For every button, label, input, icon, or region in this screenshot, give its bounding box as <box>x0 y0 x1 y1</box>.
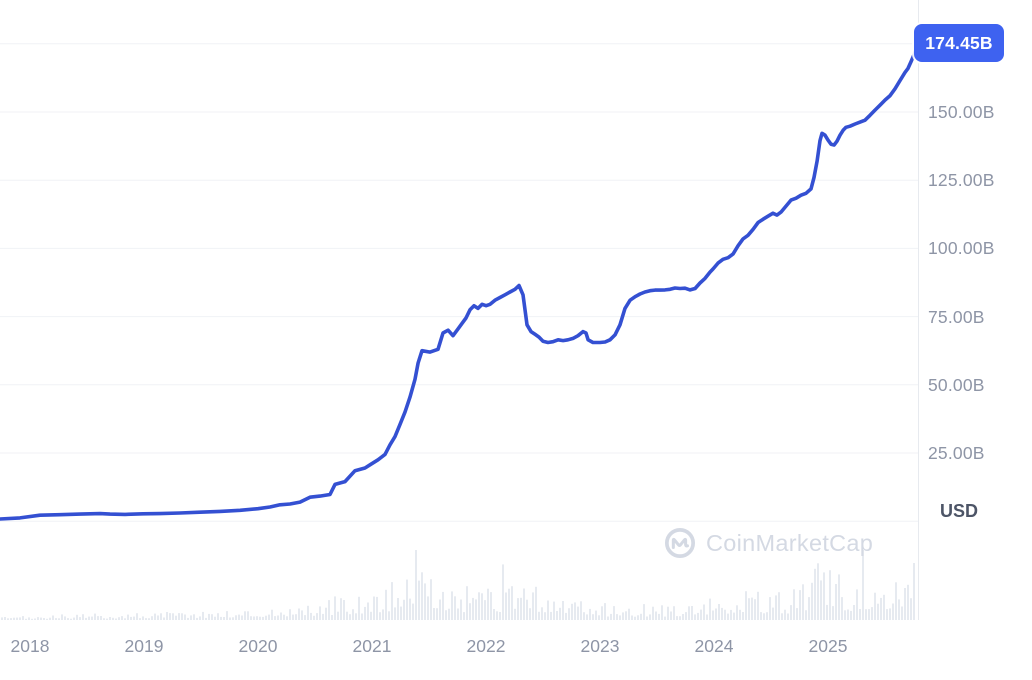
volume-bars <box>1 550 915 620</box>
chart-plot-area[interactable] <box>0 0 918 620</box>
x-tick-2025: 2025 <box>808 636 848 656</box>
x-tick-2019: 2019 <box>124 636 164 656</box>
y-tick-125b: 125.00B <box>928 170 995 190</box>
y-tick-25b: 25.00B <box>928 443 985 463</box>
x-tick-2021: 2021 <box>352 636 392 656</box>
y-tick-75b: 75.00B <box>928 307 985 327</box>
y-tick-50b: 50.00B <box>928 375 985 395</box>
current-value-badge: 174.45B <box>914 24 1004 62</box>
x-tick-2020: 2020 <box>238 636 278 656</box>
y-tick-100b: 100.00B <box>928 238 995 258</box>
y-axis-unit-label: USD <box>940 501 979 521</box>
x-tick-2024: 2024 <box>694 636 734 656</box>
x-tick-2023: 2023 <box>580 636 620 656</box>
market-cap-line <box>0 43 920 521</box>
gridlines <box>0 43 918 522</box>
y-tick-150b: 150.00B <box>928 102 995 122</box>
x-tick-2022: 2022 <box>466 636 506 656</box>
x-tick-2018: 2018 <box>10 636 50 656</box>
